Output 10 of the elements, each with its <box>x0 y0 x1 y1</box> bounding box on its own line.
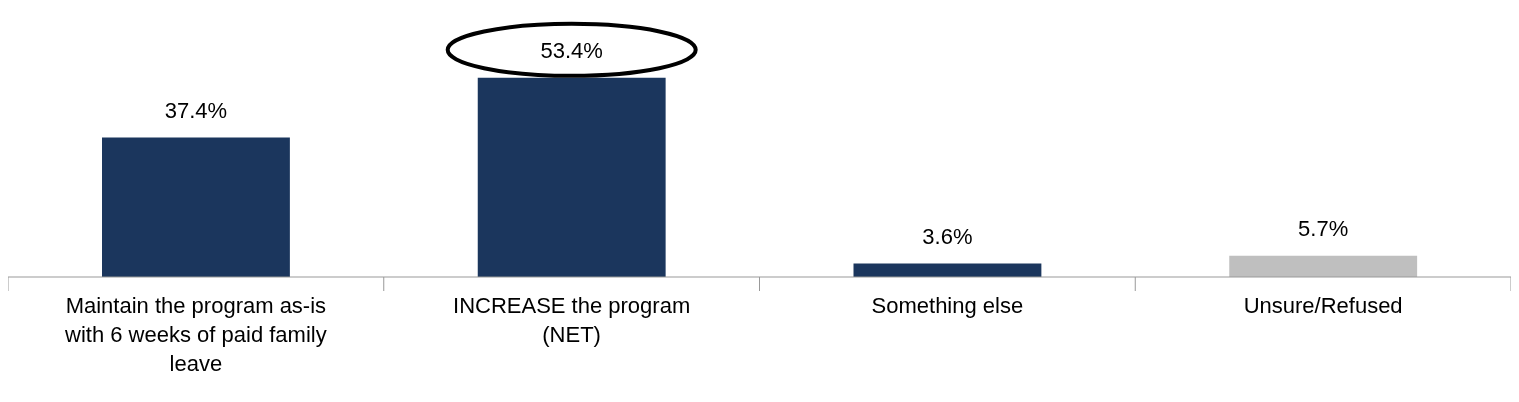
x-tick-label: Unsure/Refused <box>1243 293 1403 318</box>
x-tick-label: Maintain the program as-is with 6 weeks of paid family leave <box>64 293 327 376</box>
data-label: 53.4% <box>540 37 603 63</box>
bar <box>1229 255 1418 277</box>
data-label: 5.7% <box>1298 215 1349 241</box>
data-label: 3.6% <box>922 223 973 249</box>
x-tick-label: INCREASE the program (NET) <box>453 293 691 347</box>
x-tick-label: Something else <box>871 293 1024 318</box>
data-label: 37.4% <box>164 97 228 123</box>
bar <box>102 137 290 277</box>
